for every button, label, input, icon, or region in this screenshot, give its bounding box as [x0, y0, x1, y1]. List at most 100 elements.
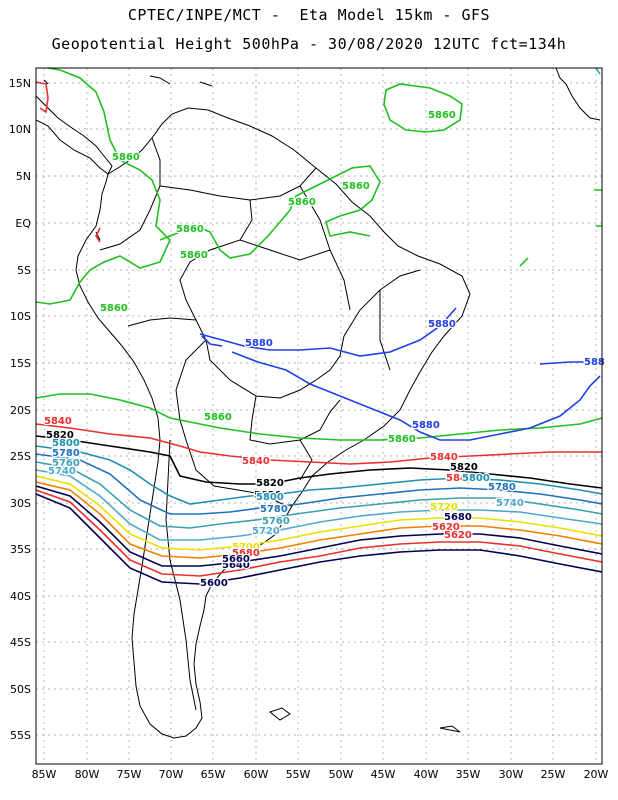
map-grid — [36, 68, 602, 764]
contour-5860-ne — [519, 257, 529, 267]
contour-5700 — [36, 481, 602, 559]
longitude-label: 25W — [541, 768, 566, 781]
latitude-label: 5N — [16, 170, 31, 183]
contour-label-5800: 5800 — [52, 438, 80, 449]
longitude-label: 50W — [329, 768, 354, 781]
contour-5860-amazon — [159, 165, 381, 259]
longitude-label: 80W — [75, 768, 100, 781]
small-red-features — [36, 81, 101, 243]
country-borders — [99, 137, 345, 711]
longitude-label: 30W — [499, 768, 524, 781]
brazil-states — [239, 185, 421, 371]
longitude-label: 45W — [371, 768, 396, 781]
contour-label-5880: 5880 — [412, 420, 440, 431]
contour-5800 — [36, 445, 602, 505]
contour-5860-atlantic-loop — [383, 83, 463, 133]
longitude-label: 40W — [414, 768, 439, 781]
longitude-label: 65W — [201, 768, 226, 781]
contour-label-5780: 5780 — [52, 448, 80, 459]
contour-label-5860: 5860 — [342, 181, 370, 192]
caribbean-islands — [149, 68, 601, 121]
contour-label-5860: 5860 — [180, 250, 208, 261]
contour-label-5680: 5680 — [232, 548, 260, 559]
contour-5880-south — [231, 351, 602, 441]
contour-label-5860: 5860 — [176, 224, 204, 235]
contour-5840 — [36, 423, 602, 465]
contour-5640 — [36, 493, 602, 585]
contour-label-5780: 5780 — [488, 482, 516, 493]
longitude-label: 55W — [286, 768, 311, 781]
contour-5740 — [36, 469, 602, 541]
contour-label-5760: 5760 — [262, 516, 290, 527]
contour-label-5700: 5700 — [232, 542, 260, 553]
contour-label-5800: 5800 — [462, 473, 490, 484]
longitude-label: 35W — [456, 768, 481, 781]
contour-label-5620: 5620 — [432, 522, 460, 533]
central-america-coast — [36, 95, 113, 175]
latitude-label: 15S — [10, 357, 31, 370]
contour-label-5860: 5860 — [204, 412, 232, 423]
contour-label-5840: 5840 — [44, 416, 72, 427]
longitude-label: 60W — [244, 768, 269, 781]
contour-label-5860: 5860 — [388, 434, 416, 445]
contours — [36, 68, 602, 585]
contour-label-5660: 5660 — [222, 554, 250, 565]
latitude-label: 5S — [17, 264, 31, 277]
contour-5680 — [36, 485, 602, 567]
south-america-coast — [75, 107, 471, 739]
contour-label-5880: 5880 — [245, 338, 273, 349]
longitude-label: 85W — [32, 768, 57, 781]
contour-label-5600: 5600 — [200, 578, 228, 589]
falklands — [268, 707, 291, 721]
contour-label-588: 588 — [584, 357, 605, 368]
contour-label-5820: 5820 — [254, 490, 282, 501]
contour-label-5720: 5720 — [252, 526, 280, 537]
contour-label-5840: 5840 — [242, 456, 270, 467]
map-frame — [35, 67, 603, 765]
contour-label-5840: 5840 — [430, 452, 458, 463]
contour-5820 — [36, 435, 602, 489]
title-line-1: CPTEC/INPE/MCT - Eta Model 15km - GFS — [127, 6, 491, 24]
contour-5760 — [36, 461, 602, 529]
cyan-feature — [595, 67, 601, 75]
contour-label-5860: 5860 — [428, 110, 456, 121]
longitude-label: 20W — [584, 768, 609, 781]
contour-label-5680: 5680 — [444, 512, 472, 523]
latitude-label: 30S — [10, 497, 31, 510]
contour-5660 — [36, 489, 602, 577]
contour-label-5860: 5860 — [288, 197, 316, 208]
latitude-label: 10N — [9, 123, 31, 136]
contour-label-5820: 5820 — [450, 462, 478, 473]
latitude-label: EQ — [15, 217, 31, 230]
contour-label-5620: 5620 — [444, 530, 472, 541]
coastlines-borders — [36, 68, 601, 739]
latitude-label: 25S — [10, 450, 31, 463]
contour-label-5740: 5740 — [48, 466, 76, 477]
contour-label-5820: 5820 — [256, 478, 284, 489]
contour-label-5820: 5820 — [46, 430, 74, 441]
longitude-label: 75W — [117, 768, 142, 781]
contour-label-5800: 5800 — [256, 492, 284, 503]
contour-5880-loop — [201, 335, 223, 347]
contour-5720 — [36, 475, 602, 551]
contour-label-5880: 5880 — [428, 319, 456, 330]
contour-label-5860: 5860 — [112, 152, 140, 163]
title-line-2: Geopotential Height 500hPa - 30/08/2020 … — [51, 35, 567, 53]
contour-5860-north — [36, 68, 171, 305]
contour-label-5720: 5720 — [430, 502, 458, 513]
contour-label-5760: 5760 — [52, 458, 80, 469]
latitude-label: 45S — [10, 636, 31, 649]
contour-label-5840: 5840 — [446, 473, 474, 484]
south-georgia — [439, 725, 461, 733]
latitude-label: 15N — [9, 77, 31, 90]
contour-label-5860: 5860 — [100, 303, 128, 314]
contour-5780 — [36, 453, 602, 515]
latitude-label: 35S — [10, 543, 31, 556]
contour-5880-interior — [199, 307, 457, 357]
longitude-labels: 85W 80W 75W 70W 65W 60W 55W 50W 45W 40W 35W 30W 25W 2… — [32, 768, 609, 781]
contour-labels: 5860 5860 5860 5860 5860 5860 5860 5860 5860 5880… — [43, 109, 606, 591]
latitude-label: 10S — [10, 310, 31, 323]
contour-5860-south — [36, 393, 602, 441]
contour-label-5640: 5640 — [222, 560, 250, 571]
latitude-label: 55S — [10, 729, 31, 742]
